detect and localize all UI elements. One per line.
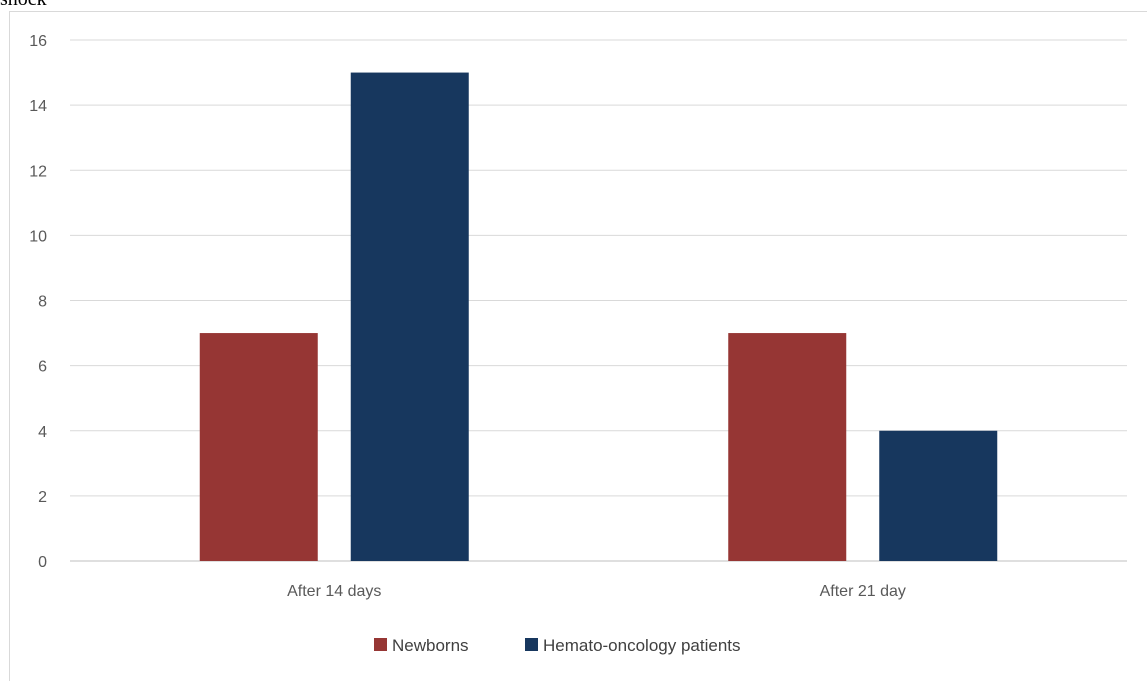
x-tick-label: After 14 days [287, 583, 381, 600]
y-tick-label: 8 [38, 294, 47, 311]
y-tick-label: 4 [38, 424, 47, 441]
y-tick-label: 0 [38, 554, 47, 571]
bar-newborns-1 [199, 333, 318, 561]
bars [199, 72, 998, 561]
legend-label: Hemato-oncology patients [543, 636, 741, 655]
y-tick-label: 2 [38, 489, 47, 506]
y-tick-label: 10 [29, 228, 47, 245]
y-tick-label: 14 [29, 98, 47, 115]
legend: Newborns Hemato-oncology patients [374, 636, 741, 655]
y-tick-label: 16 [29, 33, 47, 50]
y-tick-label: 6 [38, 359, 47, 376]
bar-newborns-2 [728, 333, 847, 561]
legend-label: Newborns [392, 636, 469, 655]
bar-hemato-oncology-patients-1 [350, 72, 469, 561]
cropped-caption-text: shock [0, 0, 47, 11]
y-tick-label: 12 [29, 163, 47, 180]
x-tick-label: After 21 day [820, 583, 906, 600]
y-axis-ticks: 0 2 4 6 8 10 12 14 16 [29, 33, 47, 571]
x-axis-ticks: After 14 days After 21 day [287, 583, 906, 600]
legend-swatch [374, 638, 387, 651]
chart-frame [9, 11, 1147, 681]
bar-hemato-oncology-patients-2 [879, 430, 998, 561]
legend-swatch [525, 638, 538, 651]
